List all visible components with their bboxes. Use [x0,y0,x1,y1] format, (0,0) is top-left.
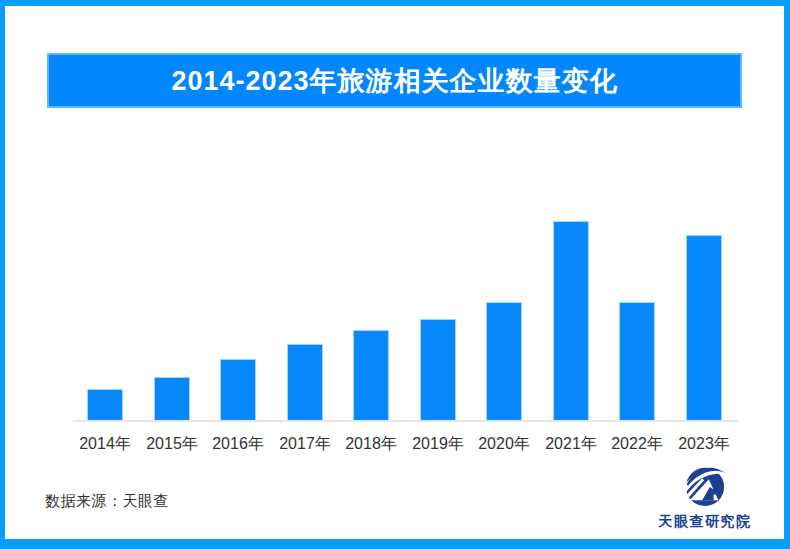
bar-2015年 [154,377,190,420]
x-axis-label-2017年: 2017年 [272,434,338,455]
bar-2016年 [220,359,256,420]
bar-2022年 [619,302,655,420]
x-axis-label-2016年: 2016年 [205,434,271,455]
bar-2017年 [287,344,323,420]
bar-2023年 [686,235,722,420]
x-axis-label-2021年: 2021年 [538,434,604,455]
x-axis-label-2023年: 2023年 [671,434,737,455]
x-axis-label-2022年: 2022年 [604,434,670,455]
x-axis-label-2019年: 2019年 [405,434,471,455]
x-axis-label-2014年: 2014年 [72,434,138,455]
data-source-label: 数据来源：天眼查 [45,492,169,511]
tianyancha-logo-label: 天眼查研究院 [659,513,752,531]
tianyancha-logo: 天眼查研究院 [643,464,767,531]
bar-2020年 [486,302,522,420]
poster-frame: 2014-2023年旅游相关企业数量变化 2014年2015年2016年2017… [0,0,790,549]
bar-2019年 [420,319,456,420]
bar-2014年 [87,389,123,420]
x-axis-label-2018年: 2018年 [338,434,404,455]
x-axis-label-2015年: 2015年 [139,434,205,455]
bar-2021年 [553,221,589,420]
x-axis-label-2020年: 2020年 [471,434,537,455]
bar-chart: 2014年2015年2016年2017年2018年2019年2020年2021年… [5,6,784,539]
bar-2018年 [353,330,389,420]
tianyancha-eye-logo-icon [682,464,728,510]
x-axis-line [73,420,738,422]
